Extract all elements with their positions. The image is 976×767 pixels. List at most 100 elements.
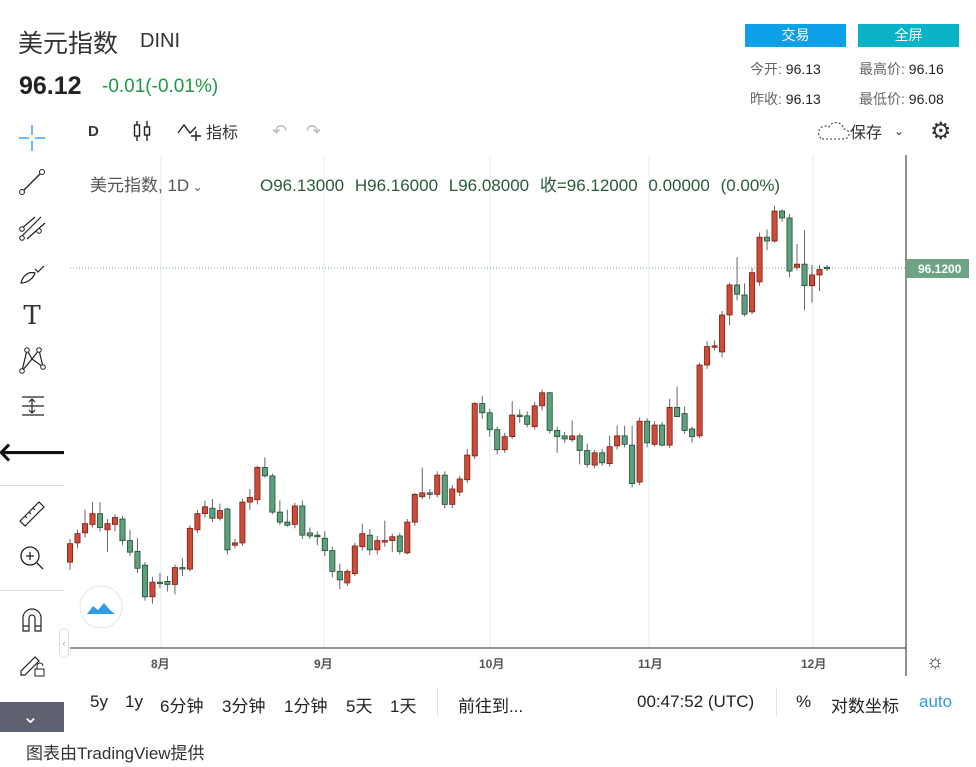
tradingview-logo-icon [87, 603, 115, 614]
candle-body [269, 475, 276, 513]
undo-icon: ↶ [272, 120, 288, 141]
candle-body [509, 414, 516, 438]
candle [374, 535, 381, 555]
range-1y[interactable]: 1y [125, 692, 143, 711]
candle-body [749, 272, 756, 313]
indicators-label: 指标 [206, 125, 239, 142]
low-stat: 最低价: 96.08 [859, 89, 944, 109]
hide-toolbar-tool[interactable]: 🡐 [0, 436, 67, 468]
candle-body [134, 550, 141, 569]
chevron-down-icon: ⌄ [894, 124, 905, 138]
candle-body [599, 452, 606, 464]
settings-button[interactable]: ⚙ [930, 117, 952, 145]
zoom-tool[interactable] [14, 542, 50, 574]
candle-body [246, 497, 253, 503]
save-button[interactable]: 保存 ⌄ [816, 118, 904, 144]
candle [749, 268, 756, 315]
candle-body [531, 405, 538, 428]
candle [284, 509, 291, 527]
candle [239, 499, 246, 546]
candle-body [809, 274, 816, 287]
trendline-tool[interactable] [14, 166, 50, 198]
candle [516, 409, 523, 423]
chart-type-button[interactable] [132, 118, 154, 144]
range-1d[interactable]: 1天 [390, 697, 417, 716]
candle-body [524, 415, 531, 425]
pattern-tool[interactable] [14, 344, 50, 376]
candle-body [89, 513, 96, 525]
candle [764, 229, 771, 251]
fib-tool[interactable] [14, 212, 50, 244]
series-legend[interactable]: 美元指数, 1D ⌄ [90, 171, 203, 196]
candle-body [149, 581, 156, 598]
sun-icon: ☼ [926, 651, 945, 673]
redo-icon: ↷ [306, 120, 322, 141]
expand-toolbar-button[interactable]: ⌄ [0, 702, 64, 732]
candle [179, 558, 186, 576]
open-label: 今开: [750, 61, 782, 77]
text-tool[interactable]: T [14, 300, 50, 332]
fullscreen-button[interactable]: 全屏 [858, 24, 959, 47]
clock[interactable]: 00:47:52 (UTC) [637, 692, 755, 711]
chevron-down-icon: ⌄ [22, 706, 39, 728]
trade-button[interactable]: 交易 [745, 24, 846, 47]
candle-body [456, 478, 463, 493]
candle [186, 525, 193, 572]
candle-body [636, 420, 643, 483]
candle-body [486, 412, 493, 431]
candle-body [516, 414, 523, 418]
candle [329, 546, 336, 578]
candle [231, 539, 238, 549]
range-5y[interactable]: 5y [90, 692, 108, 711]
auto-scale-toggle[interactable]: auto [919, 692, 953, 711]
candle [389, 533, 396, 553]
candle-body [96, 513, 103, 528]
lock-drawings-tool[interactable] [14, 648, 50, 680]
gear-icon: ⚙ [930, 117, 952, 145]
candle [171, 564, 178, 595]
instrument-title: 美元指数 [18, 30, 119, 58]
measure-tool[interactable] [14, 390, 50, 422]
candle [584, 443, 591, 468]
ruler-tool[interactable] [14, 498, 50, 530]
candle [591, 449, 598, 469]
crosshair-tool[interactable] [14, 122, 50, 154]
percent-toggle[interactable]: % [796, 692, 812, 711]
range-3m[interactable]: 3分钟 [222, 697, 266, 716]
candle [681, 406, 688, 434]
candle-body [411, 493, 418, 523]
price-label-box [907, 259, 969, 278]
candle-body [479, 403, 486, 414]
indicators-button[interactable]: 指标 [176, 118, 238, 144]
candle-body [786, 217, 793, 272]
magnet-tool[interactable] [14, 604, 50, 636]
candle-body [719, 314, 726, 353]
candle [134, 538, 141, 573]
trendline-icon [19, 169, 45, 195]
range-5d[interactable]: 5天 [346, 697, 373, 716]
candle-body [156, 581, 163, 585]
candle-body [374, 540, 381, 551]
candle [704, 341, 711, 369]
axis-settings-button[interactable]: ☼ [926, 651, 944, 674]
candle-body [299, 505, 306, 536]
month-label: 9月 [314, 657, 333, 671]
candle [434, 471, 441, 498]
collapse-handle[interactable]: ‹ [59, 628, 69, 658]
candle-body [396, 535, 403, 552]
brush-tool[interactable] [14, 256, 50, 288]
candle [689, 426, 696, 443]
candle-body [119, 518, 126, 541]
cloud-icon [818, 122, 850, 140]
interval-button[interactable]: D [88, 122, 99, 140]
undo-button[interactable]: ↶ [272, 118, 287, 144]
redo-button[interactable]: ↷ [306, 118, 321, 144]
candles-icon [133, 121, 151, 141]
range-1m[interactable]: 1分钟 [284, 697, 328, 716]
candle-body [74, 533, 81, 544]
range-6m[interactable]: 6分钟 [160, 697, 204, 716]
goto-button[interactable]: 前往到... [458, 697, 524, 716]
candle-body [306, 532, 313, 537]
log-scale-toggle[interactable]: 对数坐标 [831, 697, 899, 716]
